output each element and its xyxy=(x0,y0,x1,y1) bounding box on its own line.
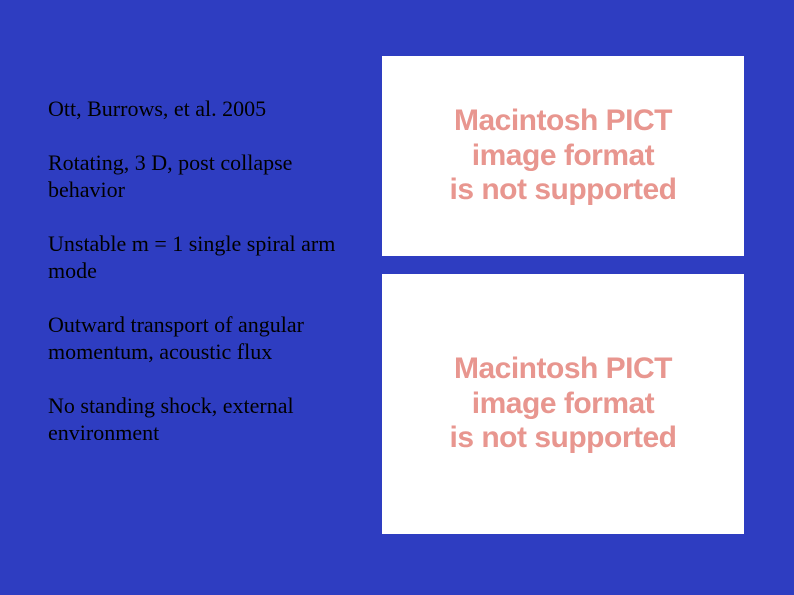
text-description-2: Unstable m = 1 single spiral arm mode xyxy=(48,230,360,285)
text-description-1: Rotating, 3 D, post collapse behavior xyxy=(48,149,360,204)
placeholder-line-1c: is not supported xyxy=(450,173,677,206)
text-description-3: Outward transport of angular momentum, a… xyxy=(48,311,360,366)
image-column: Macintosh PICT image format is not suppo… xyxy=(380,0,794,595)
placeholder-line-2a: Macintosh PICT xyxy=(454,352,672,385)
placeholder-line-2c: is not supported xyxy=(450,421,677,454)
text-description-4: No standing shock, external environment xyxy=(48,392,360,447)
text-column: Ott, Burrows, et al. 2005 Rotating, 3 D,… xyxy=(0,0,380,595)
slide-container: Ott, Burrows, et al. 2005 Rotating, 3 D,… xyxy=(0,0,794,595)
missing-image-placeholder-2: Macintosh PICT image format is not suppo… xyxy=(382,274,744,534)
placeholder-line-1b: image format xyxy=(472,139,654,172)
placeholder-text-2: Macintosh PICT image format is not suppo… xyxy=(450,352,677,456)
placeholder-text-1: Macintosh PICT image format is not suppo… xyxy=(450,104,677,208)
missing-image-placeholder-1: Macintosh PICT image format is not suppo… xyxy=(382,56,744,256)
placeholder-line-1a: Macintosh PICT xyxy=(454,104,672,137)
placeholder-line-2b: image format xyxy=(472,387,654,420)
text-citation: Ott, Burrows, et al. 2005 xyxy=(48,95,360,123)
